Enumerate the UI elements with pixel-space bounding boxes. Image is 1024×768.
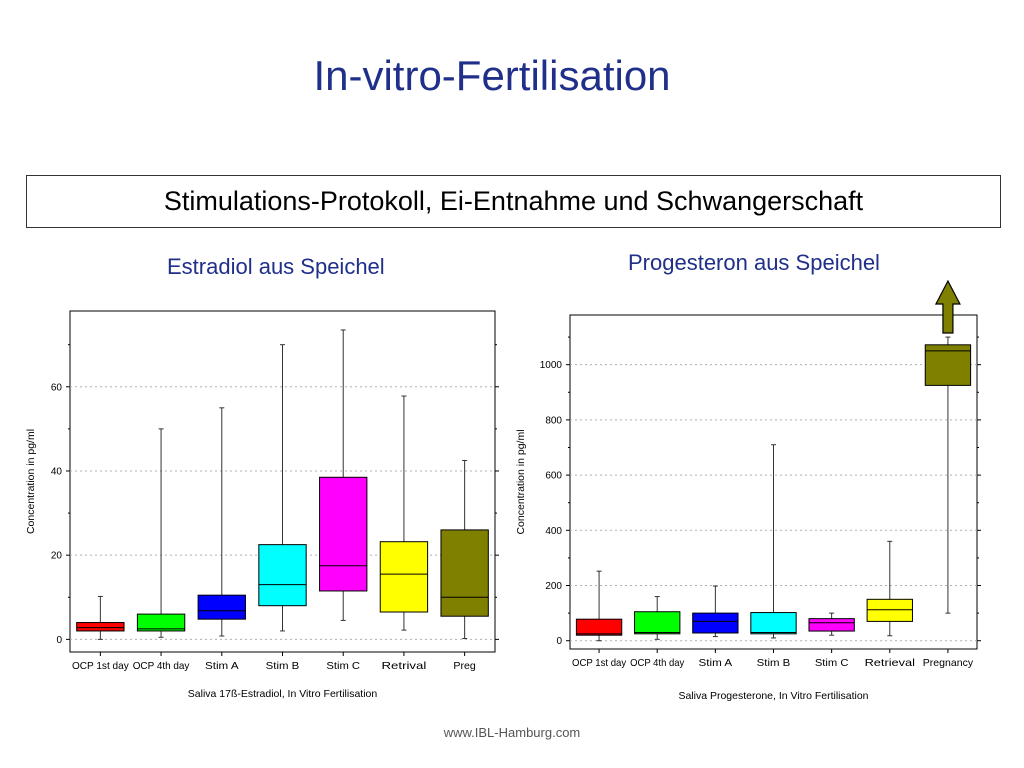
y-axis-label: Concentration in pg/ml: [515, 429, 527, 534]
y-tick-label: 1000: [540, 360, 563, 371]
box-0: [575, 618, 623, 636]
progesterone-panel-title: Progesteron aus Speichel: [628, 250, 880, 275]
box-6: [924, 344, 972, 386]
box-1: [634, 611, 681, 635]
y-tick-label: 0: [56, 635, 62, 646]
subtitle-text: Stimulations-Protokoll, Ei-Entnahme und …: [163, 186, 864, 216]
x-tick-label: Retrieval: [865, 657, 915, 669]
box-5: [866, 598, 913, 622]
box-1: [136, 613, 186, 632]
x-tick-label: OCP 1st day: [72, 660, 129, 672]
y-tick-label: 600: [545, 471, 562, 482]
box-2: [692, 612, 739, 634]
box-2: [197, 594, 246, 620]
x-axis-label: Saliva Progesterone, In Vitro Fertilisat…: [678, 690, 868, 702]
x-tick-label: OCP 4th day: [630, 657, 685, 669]
subtitle-box: Stimulations-Protokoll, Ei-Entnahme und …: [26, 175, 1001, 228]
box-5: [379, 541, 429, 613]
x-tick-label: Pregnancy: [923, 657, 974, 669]
slide-title: In-vitro-Fertilisation: [313, 52, 671, 99]
x-tick-label: OCP 4th day: [133, 660, 190, 672]
y-tick-label: 0: [556, 636, 562, 647]
y-tick-label: 400: [545, 526, 562, 537]
box-3: [750, 612, 797, 635]
box-0: [76, 622, 125, 632]
x-tick-label: Stim A: [699, 657, 733, 669]
box-4: [808, 618, 855, 632]
x-tick-label: Retrival: [382, 660, 427, 672]
x-tick-label: Stim A: [205, 660, 239, 672]
box-4: [319, 476, 368, 592]
arrow-up-icon: [934, 279, 961, 334]
y-axis-label: Concentration in pg/ml: [25, 429, 37, 534]
y-tick-label: 20: [51, 551, 63, 562]
y-tick-label: 800: [545, 415, 562, 426]
x-tick-label: OCP 1st day: [572, 657, 627, 669]
x-tick-label: Stim B: [266, 660, 300, 672]
y-tick-label: 60: [51, 382, 63, 393]
footer-url: www.IBL-Hamburg.com: [443, 725, 581, 740]
x-tick-label: Stim C: [815, 657, 849, 669]
box-6: [440, 529, 489, 617]
x-axis-label: Saliva 17ß-Estradiol, In Vitro Fertilisa…: [188, 688, 378, 700]
y-tick-label: 40: [51, 466, 63, 477]
x-tick-label: Preg: [453, 660, 476, 672]
y-tick-label: 200: [545, 581, 562, 592]
x-tick-label: Stim C: [326, 660, 360, 672]
estradiol-panel-title: Estradiol aus Speichel: [167, 254, 385, 279]
x-tick-label: Stim B: [757, 657, 791, 669]
box-3: [258, 544, 307, 607]
